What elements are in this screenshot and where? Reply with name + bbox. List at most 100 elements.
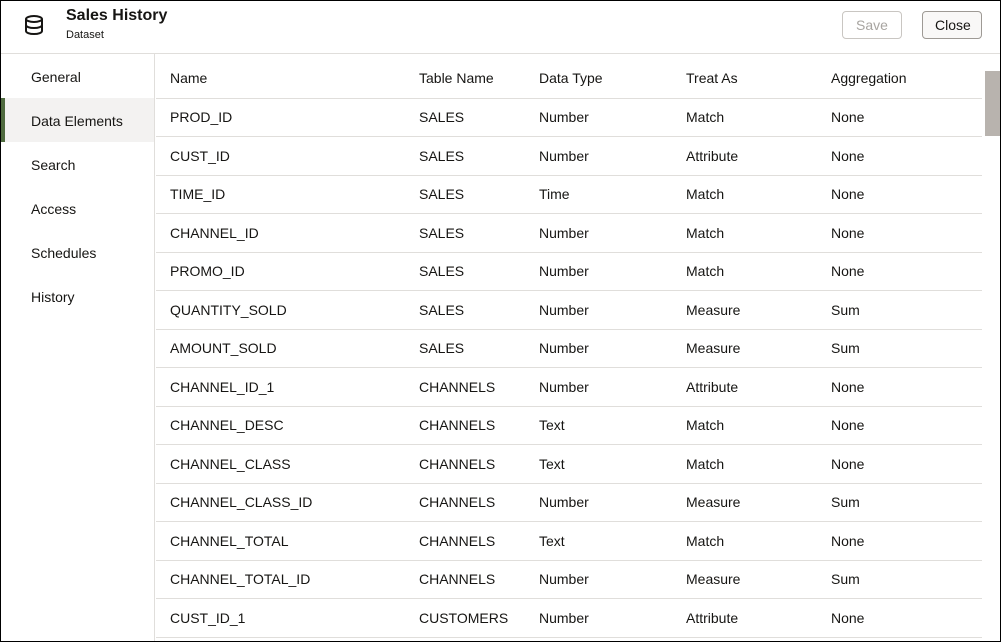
table-cell: CHANNEL_CLASS xyxy=(156,444,419,484)
table-cell: CHANNELS xyxy=(419,483,539,522)
table-cell: CUST_ID xyxy=(156,136,419,176)
table-row[interactable]: PROMO_ID SALES Number Match None xyxy=(156,252,982,291)
table-cell: CUST_ID_1 xyxy=(156,598,419,638)
table-cell: CUSTOMERS xyxy=(419,598,539,638)
table-cell: CHANNEL_CLASS_ID xyxy=(156,483,419,522)
save-button[interactable]: Save xyxy=(842,11,902,39)
table-cell: None xyxy=(831,213,982,253)
sidebar-item-access[interactable]: Access xyxy=(31,201,77,217)
sidebar-item-schedules[interactable]: Schedules xyxy=(31,245,97,261)
column-header[interactable]: Table Name xyxy=(419,54,539,99)
table-cell: Number xyxy=(539,367,686,407)
table-cell: Text xyxy=(539,521,686,561)
table-row[interactable]: CUST_ID SALES Number Attribute None xyxy=(156,136,982,176)
table-cell: Number xyxy=(539,329,686,368)
table-cell: Measure xyxy=(686,290,831,330)
table-cell: Measure xyxy=(686,483,831,522)
table-cell: Match xyxy=(686,213,831,253)
table-row[interactable]: QUANTITY_SOLD SALES Number Measure Sum xyxy=(156,290,982,330)
table-cell: CHANNEL_ID xyxy=(156,213,419,253)
table-cell: None xyxy=(831,598,982,638)
table-cell: Time xyxy=(539,175,686,214)
column-header[interactable]: Aggregation xyxy=(831,54,982,99)
sidebar: General Data Elements Search Access Schedule… xyxy=(1,54,155,641)
sidebar-item-general[interactable]: General xyxy=(31,69,81,85)
table-cell: PROMO_ID xyxy=(156,252,419,291)
column-header[interactable]: Data Type xyxy=(539,54,686,99)
table-cell: Match xyxy=(686,252,831,291)
table-cell: CHANNEL_DESC xyxy=(156,406,419,445)
table-cell: Attribute xyxy=(686,598,831,638)
table-cell: Match xyxy=(686,175,831,214)
table-cell: Match xyxy=(686,406,831,445)
table-cell: None xyxy=(831,521,982,561)
table-row[interactable]: CHANNEL_DESC CHANNELS Text Match None xyxy=(156,406,982,445)
table-cell: Sum xyxy=(831,290,982,330)
table-cell: Sum xyxy=(831,483,982,522)
table-cell: Match xyxy=(686,444,831,484)
table-cell: CHANNELS xyxy=(419,406,539,445)
table-cell: Attribute xyxy=(686,367,831,407)
table-cell: Text xyxy=(539,444,686,484)
table-cell: None xyxy=(831,444,982,484)
table-cell: Number xyxy=(539,252,686,291)
table-cell: SALES xyxy=(419,213,539,253)
table-cell: SALES xyxy=(419,252,539,291)
table-row[interactable]: AMOUNT_SOLD SALES Number Measure Sum xyxy=(156,329,982,368)
database-icon xyxy=(23,14,45,41)
table-cell: Sum xyxy=(831,560,982,599)
table-cell: Number xyxy=(539,98,686,137)
table-cell: CHANNEL_ID_1 xyxy=(156,367,419,407)
table-cell: SALES xyxy=(419,136,539,176)
column-header[interactable]: Treat As xyxy=(686,54,831,99)
table-row[interactable]: TIME_ID SALES Time Match None xyxy=(156,175,982,214)
table-cell: CHANNELS xyxy=(419,444,539,484)
table-cell: PROD_ID xyxy=(156,98,419,137)
table-cell: CHANNEL_TOTAL xyxy=(156,521,419,561)
scrollbar-thumb[interactable] xyxy=(985,71,1000,136)
table-cell: None xyxy=(831,252,982,291)
table-cell: CHANNEL_TOTAL_ID xyxy=(156,560,419,599)
table-cell: Text xyxy=(539,406,686,445)
column-header[interactable]: Name xyxy=(156,54,419,99)
table-row[interactable]: CHANNEL_TOTAL CHANNELS Text Match None xyxy=(156,521,982,561)
table-cell: None xyxy=(831,98,982,137)
table-cell: Measure xyxy=(686,560,831,599)
data-elements-table: Name Table Name Data Type Treat As Aggregati… xyxy=(156,54,982,641)
sidebar-item-search[interactable]: Search xyxy=(31,157,76,173)
table-cell: Number xyxy=(539,483,686,522)
table-cell: SALES xyxy=(419,329,539,368)
sidebar-item-data-elements[interactable]: Data Elements xyxy=(1,98,154,142)
page-subtitle: Dataset xyxy=(66,29,104,41)
close-button[interactable]: Close xyxy=(922,11,982,39)
table-cell: None xyxy=(831,136,982,176)
table-row[interactable]: CUST_ID_1 CUSTOMERS Number Attribute None xyxy=(156,598,982,638)
table-cell: SALES xyxy=(419,98,539,137)
table-cell: AMOUNT_SOLD xyxy=(156,329,419,368)
table-cell: QUANTITY_SOLD xyxy=(156,290,419,330)
table-row[interactable]: CHANNEL_ID SALES Number Match None xyxy=(156,213,982,253)
table-cell: Number xyxy=(539,136,686,176)
table-cell: Number xyxy=(539,598,686,638)
table-cell: CHANNELS xyxy=(419,521,539,561)
table-cell: SALES xyxy=(419,175,539,214)
table-cell: None xyxy=(831,175,982,214)
table-row[interactable]: CHANNEL_CLASS_ID CHANNELS Number Measure Sum xyxy=(156,483,982,522)
table-cell: None xyxy=(831,406,982,445)
table-cell: Match xyxy=(686,98,831,137)
table-cell: Match xyxy=(686,521,831,561)
table-cell: SALES xyxy=(419,290,539,330)
table-row[interactable]: CHANNEL_CLASS CHANNELS Text Match None xyxy=(156,444,982,484)
table-row[interactable]: CHANNEL_TOTAL_ID CHANNELS Number Measure Sum xyxy=(156,560,982,599)
table-row[interactable]: PROD_ID SALES Number Match None xyxy=(156,98,982,137)
table-cell: Number xyxy=(539,290,686,330)
table-cell: None xyxy=(831,367,982,407)
table-cell: CHANNELS xyxy=(419,560,539,599)
table-cell: Number xyxy=(539,560,686,599)
table-cell: CHANNELS xyxy=(419,367,539,407)
table-row[interactable]: CHANNEL_ID_1 CHANNELS Number Attribute None xyxy=(156,367,982,407)
table-cell: Number xyxy=(539,213,686,253)
table-cell: Measure xyxy=(686,329,831,368)
sidebar-item-history[interactable]: History xyxy=(31,289,75,305)
